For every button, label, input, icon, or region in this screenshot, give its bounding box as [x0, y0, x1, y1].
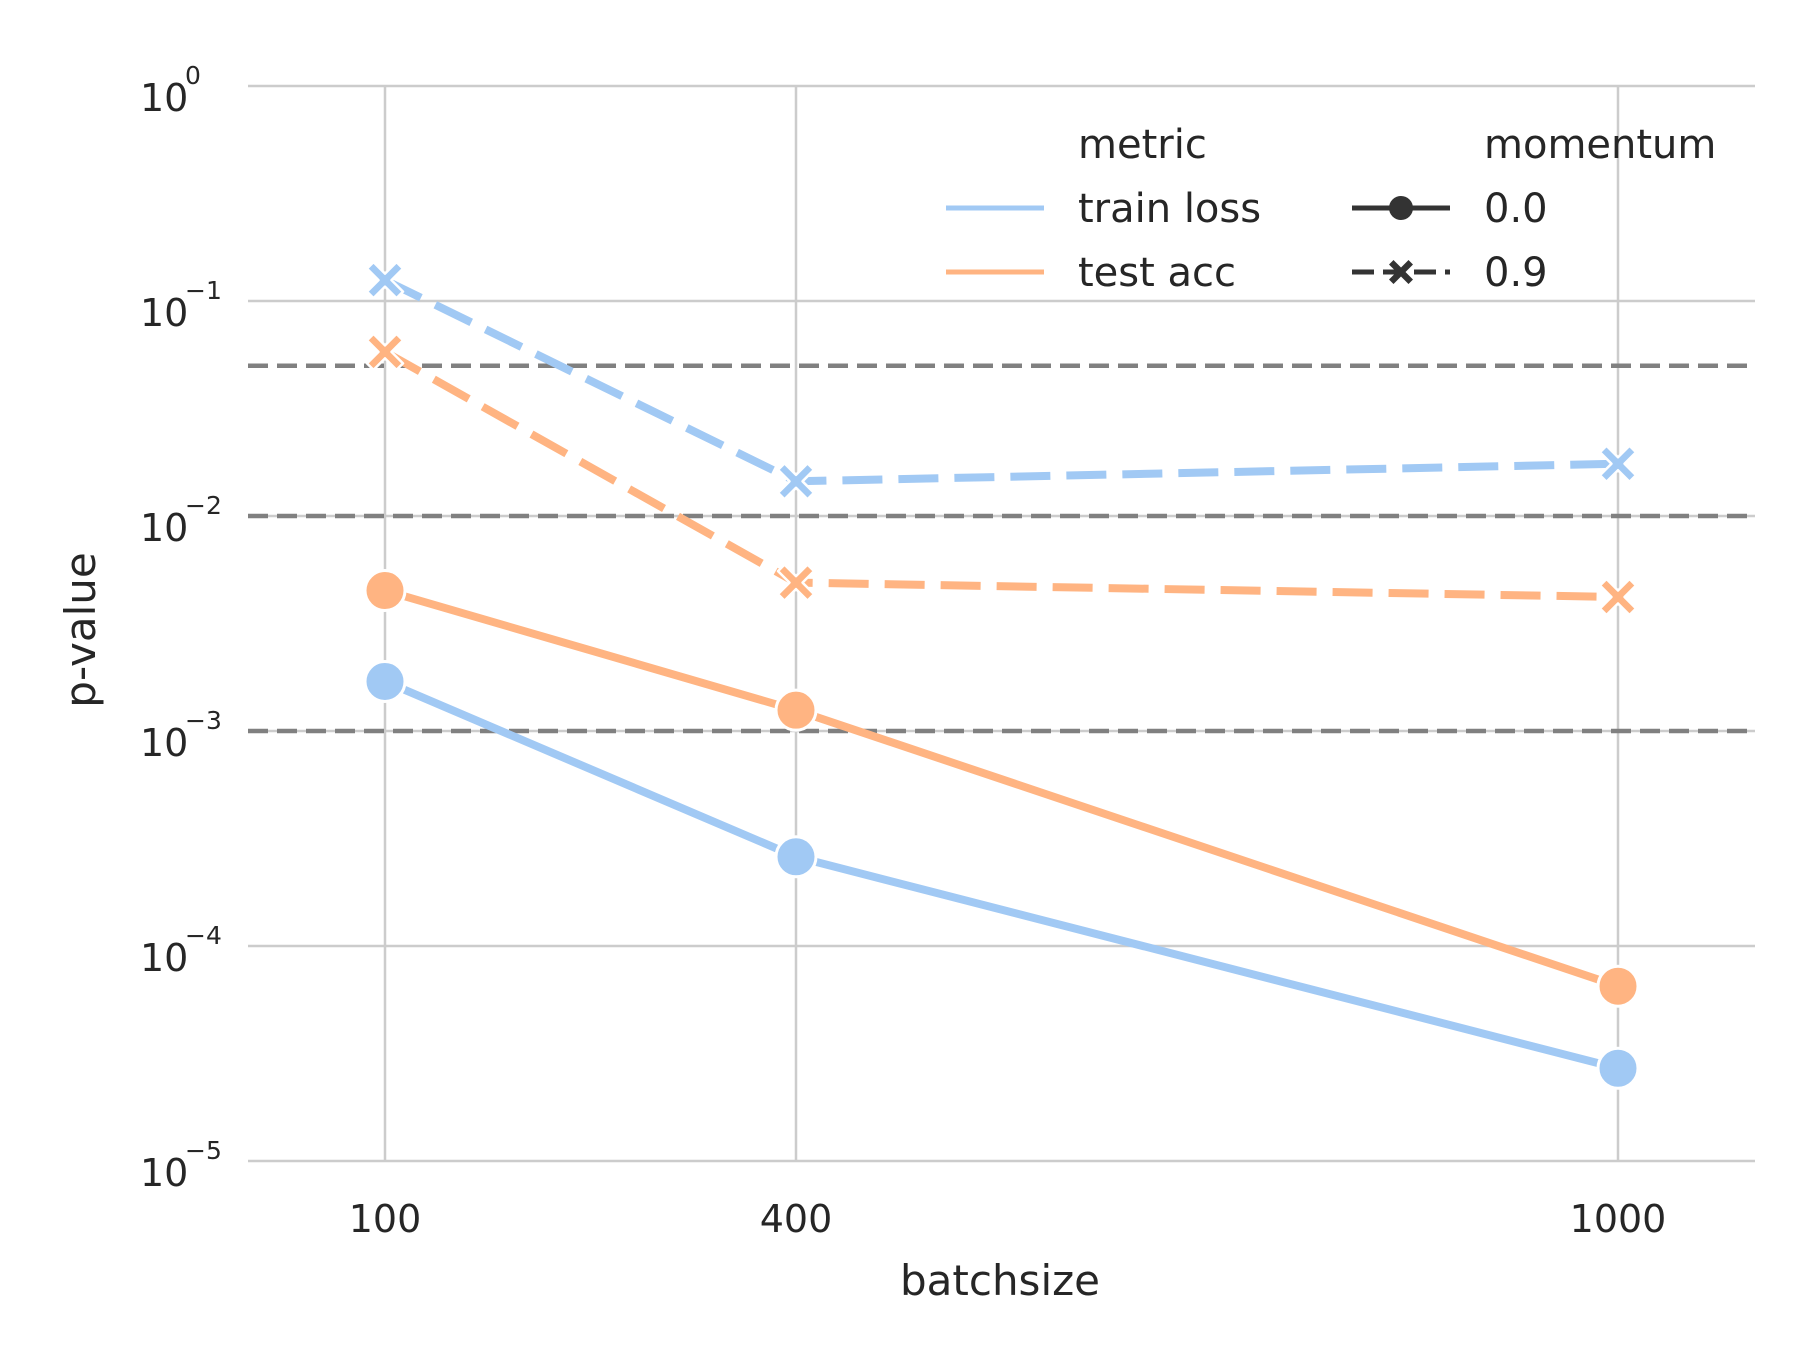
legend-train-loss-label: train loss [1078, 186, 1261, 232]
x-tick-label: 100 [349, 1197, 422, 1241]
data-point [1598, 577, 1638, 617]
y-tick-label: 10 [140, 721, 188, 765]
data-point [1596, 1046, 1640, 1090]
y-tick-exponent: −5 [185, 1136, 222, 1165]
y-tick-exponent: −2 [185, 491, 222, 520]
data-point [776, 462, 816, 501]
y-tick-exponent: −4 [185, 921, 222, 950]
grid [248, 84, 1755, 1163]
y-tick-label: 10 [140, 506, 188, 550]
legend-momentum-title: momentum [1484, 122, 1716, 168]
series-line [383, 276, 1619, 486]
data-point [365, 260, 405, 300]
legend-x-marker [1389, 260, 1413, 284]
x-tick-label: 1000 [1570, 1197, 1667, 1241]
y-tick-label: 10 [140, 1151, 188, 1195]
data-point [365, 332, 405, 372]
data-point [363, 659, 407, 703]
legend-momentum-1-swatch [1352, 260, 1450, 284]
x-tick-label: 400 [760, 1197, 833, 1241]
data-point [1596, 964, 1640, 1008]
reference-lines [248, 363, 1755, 734]
series-test-acc-momentum-0-9 [365, 332, 1638, 617]
y-tick-label: 10 [140, 291, 188, 335]
data-point [774, 688, 818, 732]
x-tick-labels: 100 400 1000 [349, 1197, 1667, 1241]
data-point [774, 835, 818, 879]
series-line [383, 677, 1619, 1073]
y-tick-label: 10 [140, 76, 188, 120]
x-axis-title: batchsize [900, 1256, 1100, 1305]
y-tick-exponent: −1 [185, 276, 222, 305]
y-tick-label: 10 [140, 936, 188, 980]
data-point [363, 569, 407, 613]
legend-metric-title: metric [1078, 122, 1207, 168]
y-tick-exponent: 0 [185, 61, 201, 90]
legend-momentum-0-label: 0.0 [1484, 186, 1548, 232]
legend-test-acc-label: test acc [1078, 250, 1236, 296]
series [363, 260, 1640, 1090]
legend-momentum-0-swatch [1352, 196, 1450, 220]
legend-momentum-1-label: 0.9 [1484, 250, 1548, 296]
data-point [1598, 444, 1638, 483]
series-test-acc-momentum-0-0 [363, 569, 1640, 1008]
y-tick-exponent: −3 [185, 706, 222, 735]
data-point [776, 563, 816, 602]
y-axis-title: p-value [56, 552, 105, 707]
series-line [383, 348, 1619, 602]
legend: metric momentum train loss test acc 0.0 … [946, 122, 1716, 296]
legend-circle-marker [1389, 196, 1413, 220]
series-train-loss-momentum-0-0 [363, 659, 1640, 1090]
series-line [383, 586, 1620, 991]
series-train-loss-momentum-0-9 [365, 260, 1638, 501]
